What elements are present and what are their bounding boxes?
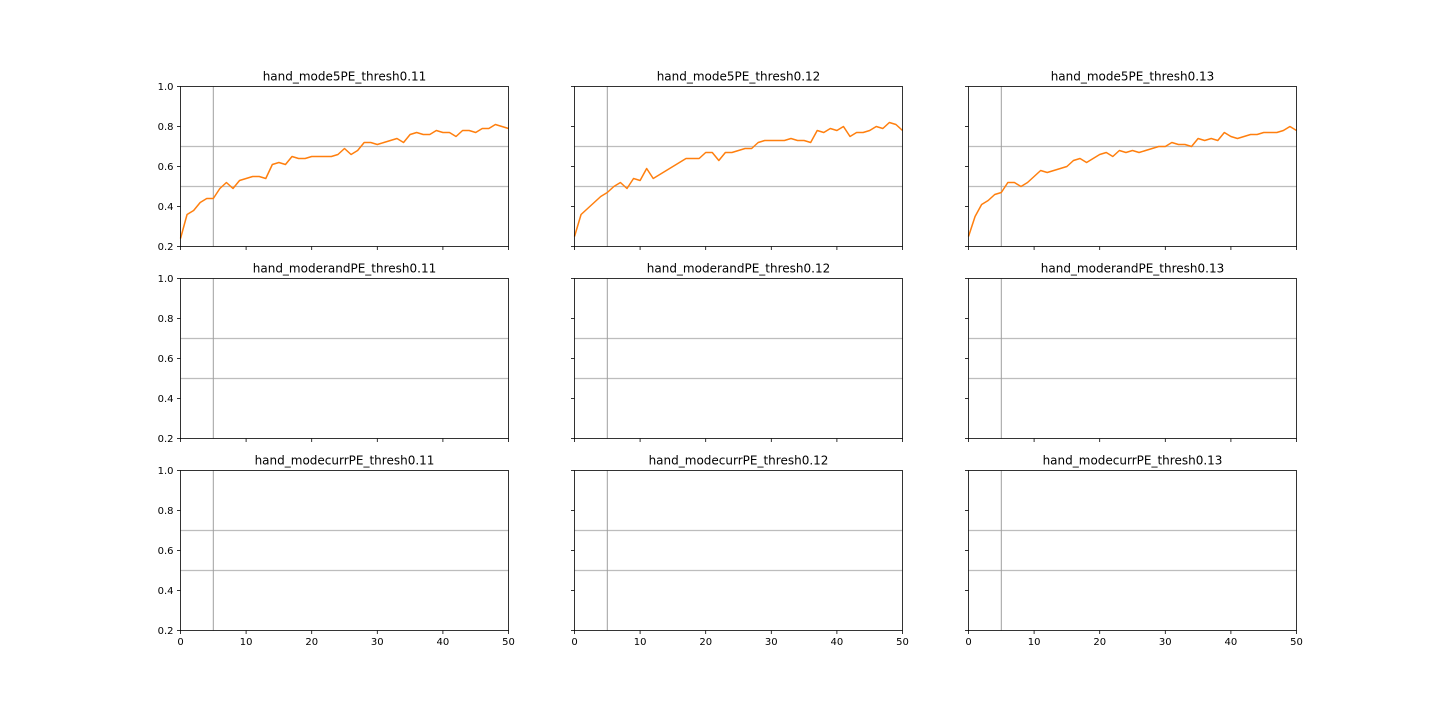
y-tick-label: 0.4: [158, 394, 174, 405]
axes-frame: [968, 470, 1297, 631]
x-tick-label: 40: [437, 637, 450, 648]
y-tick-label: 0.2: [158, 626, 174, 637]
x-tick-label: 40: [1225, 637, 1238, 648]
subplot-6: hand_moderandPE_thresh0.13: [965, 262, 1297, 442]
series-line-1: [967, 125, 1297, 237]
subplot-title: hand_modecurrPE_thresh0.11: [255, 454, 435, 468]
x-tick-label: 0: [571, 637, 577, 648]
y-tick-label: 0.8: [158, 122, 174, 133]
subplot-7: 0.2 0.4 0.6 0.8 1.0 0 10 20 30 40 50 hand_modecurrP…: [158, 454, 515, 649]
axes-frame: [574, 86, 903, 247]
subplot-3: hand_mode5PE_thresh0.13: [965, 70, 1297, 250]
subplot-title: hand_moderandPE_thresh0.13: [1041, 262, 1224, 276]
axes-frame: [574, 278, 903, 439]
subplot-title: hand_moderandPE_thresh0.12: [647, 262, 830, 276]
x-tick-label: 50: [896, 637, 909, 648]
x-tick-label: 40: [831, 637, 844, 648]
x-tick-label: 20: [305, 637, 318, 648]
series-line-1: [573, 121, 904, 237]
y-tick-label: 0.4: [158, 586, 174, 597]
subplot-2: hand_mode5PE_thresh0.12: [571, 70, 904, 250]
x-tick-label: 10: [1028, 637, 1041, 648]
x-tick-label: 10: [634, 637, 647, 648]
y-tick-label: 0.8: [158, 314, 174, 325]
subplot-4: 0.2 0.4 0.6 0.8 1.0 hand_moderandPE_thresh0.1…: [158, 262, 509, 445]
axes-frame: [180, 470, 509, 631]
y-tick-label: 1.0: [158, 274, 174, 285]
axes-frame: [968, 278, 1297, 439]
subplot-title: hand_modecurrPE_thresh0.13: [1043, 454, 1223, 468]
subplot-title: hand_mode5PE_thresh0.12: [657, 70, 821, 84]
axes-frame: [180, 278, 509, 439]
axes-frame: [180, 86, 509, 247]
x-tick-label: 50: [502, 637, 515, 648]
subplot-title: hand_mode5PE_thresh0.13: [1051, 70, 1215, 84]
y-tick-label: 0.6: [158, 162, 174, 173]
x-tick-label: 20: [699, 637, 712, 648]
subplot-title: hand_modecurrPE_thresh0.12: [649, 454, 829, 468]
x-tick-label: 0: [965, 637, 971, 648]
x-tick-label: 30: [1159, 637, 1172, 648]
y-tick-label: 0.6: [158, 546, 174, 557]
x-tick-label: 30: [371, 637, 384, 648]
y-tick-label: 1.0: [158, 466, 174, 477]
x-tick-label: 30: [765, 637, 778, 648]
y-tick-label: 0.4: [158, 202, 174, 213]
y-tick-label: 0.8: [158, 506, 174, 517]
axes-frame: [574, 470, 903, 631]
x-tick-label: 0: [177, 637, 183, 648]
y-tick-label: 1.0: [158, 82, 174, 93]
x-tick-label: 20: [1093, 637, 1106, 648]
x-tick-label: 10: [240, 637, 253, 648]
axes-frame: [968, 86, 1297, 247]
subplot-9: 0 10 20 30 40 50 hand_modecurrPE_thresh0.13: [965, 454, 1303, 648]
series-line-1: [179, 123, 509, 239]
subplot-5: hand_moderandPE_thresh0.12: [571, 262, 903, 442]
y-tick-label: 0.2: [158, 434, 174, 445]
x-tick-label: 50: [1290, 637, 1303, 648]
y-tick-label: 0.2: [158, 242, 174, 253]
subplot-8: 0 10 20 30 40 50 hand_modecurrPE_thresh0.12: [571, 454, 909, 648]
y-tick-label: 0.6: [158, 354, 174, 365]
subplot-title: hand_moderandPE_thresh0.11: [253, 262, 436, 276]
subplot-1: 0.2 0.4 0.6 0.8 1.0 hand_mode5PE_thresh0.11: [158, 70, 509, 253]
subplot-title: hand_mode5PE_thresh0.11: [263, 70, 427, 84]
